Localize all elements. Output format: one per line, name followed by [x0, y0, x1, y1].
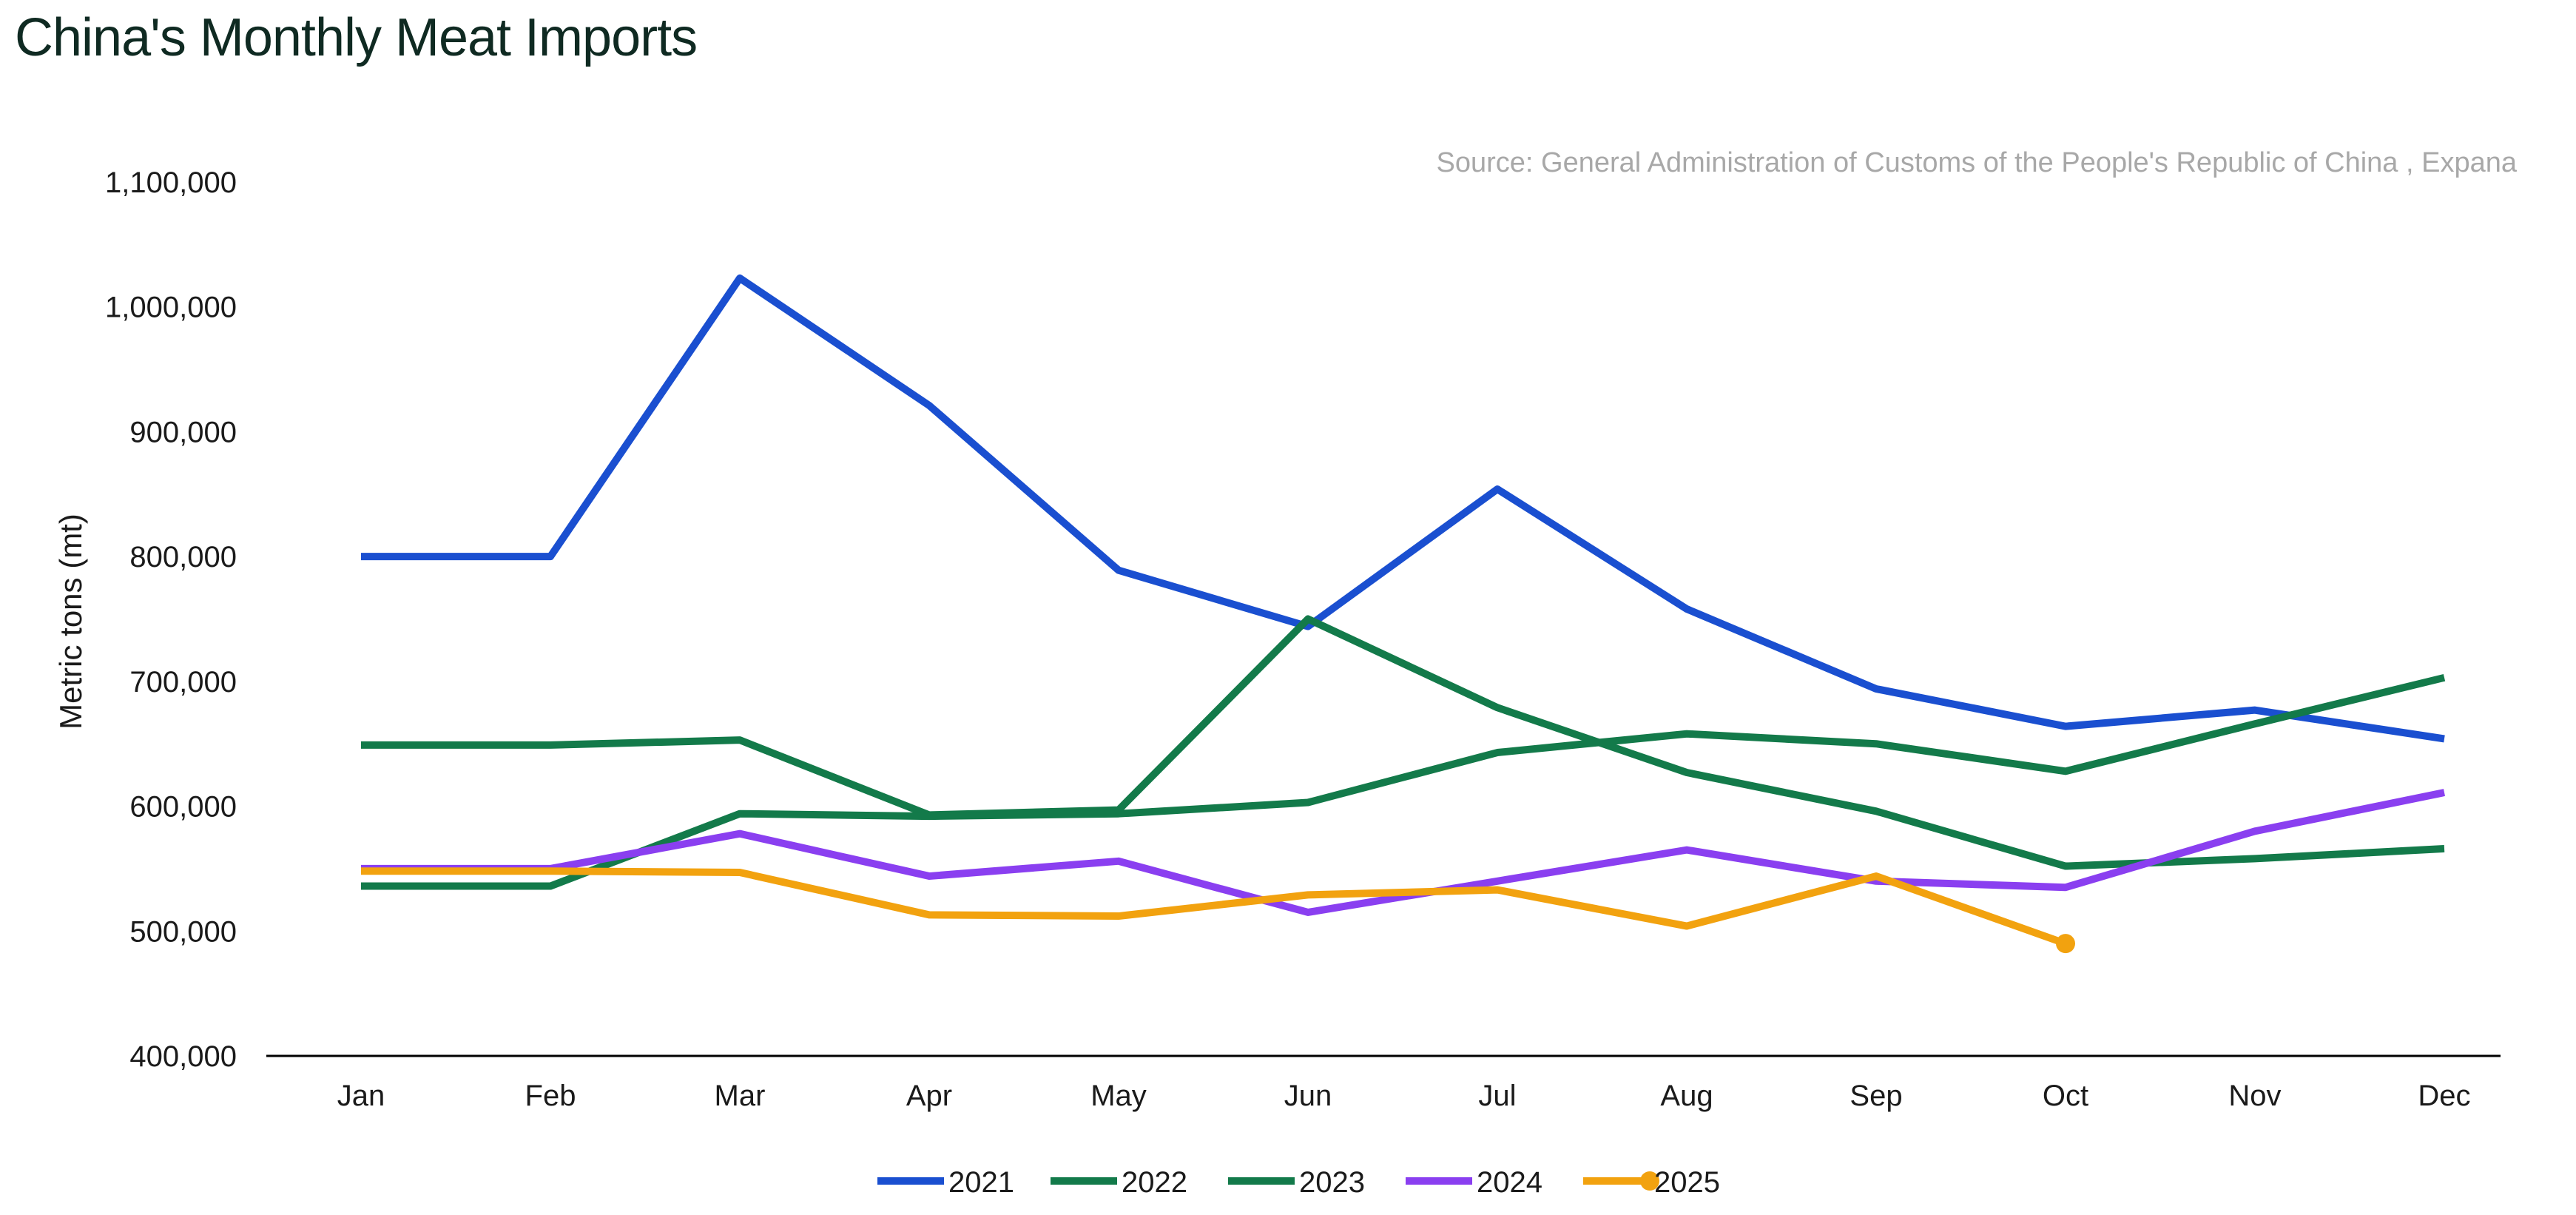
legend-label-2024: 2024 [1477, 1166, 1542, 1199]
y-tick-label: 600,000 [129, 791, 237, 824]
x-tick-label: Mar [715, 1080, 766, 1112]
x-axis-ticks: Jan Feb Mar Apr May Jun Jul Aug Sep Oct Nov Dec [337, 1080, 2471, 1112]
y-tick-label: 1,100,000 [105, 166, 237, 199]
x-tick-label: Dec [2418, 1080, 2470, 1112]
x-tick-label: Oct [2043, 1080, 2088, 1112]
legend-label-2022: 2022 [1122, 1166, 1187, 1199]
y-axis-ticks: 400,000 500,000 600,000 700,000 800,000 900,0… [105, 166, 237, 1073]
series-line-2023 [361, 673, 2446, 890]
legend: 2021 2022 2023 2024 2025 [877, 1166, 1720, 1199]
legend-label-2021: 2021 [948, 1166, 1014, 1199]
x-tick-label: Jul [1478, 1080, 1516, 1112]
y-tick-label: 400,000 [129, 1040, 237, 1073]
series-lines [361, 274, 2446, 954]
y-tick-label: 900,000 [129, 416, 237, 448]
series-line-2021 [361, 274, 2445, 743]
x-tick-label: Aug [1660, 1080, 1713, 1112]
x-tick-label: Sep [1850, 1080, 1902, 1112]
y-tick-label: 700,000 [129, 666, 237, 699]
chart-title: China's Monthly Meat Imports [15, 8, 698, 67]
legend-marker-2025 [1640, 1171, 1659, 1191]
x-tick-label: Jun [1284, 1080, 1332, 1112]
x-tick-label: Nov [2228, 1080, 2281, 1112]
series-line-2024 [361, 789, 2446, 916]
x-tick-label: Feb [525, 1080, 576, 1112]
series-line-2025 [361, 867, 2067, 947]
legend-label-2025: 2025 [1654, 1166, 1720, 1199]
y-tick-label: 1,000,000 [105, 292, 237, 324]
source-note: Source: General Administration of Custom… [1437, 147, 2518, 178]
x-tick-label: May [1090, 1080, 1147, 1112]
x-tick-label: Jan [337, 1080, 385, 1112]
legend-label-2023: 2023 [1299, 1166, 1365, 1199]
y-axis-label: Metric tons (mt) [53, 514, 88, 730]
y-tick-label: 500,000 [129, 915, 237, 948]
y-tick-label: 800,000 [129, 541, 237, 573]
x-tick-label: Apr [906, 1080, 952, 1112]
series-end-marker-2025 [2056, 934, 2075, 954]
series-line-2022 [361, 615, 2445, 870]
